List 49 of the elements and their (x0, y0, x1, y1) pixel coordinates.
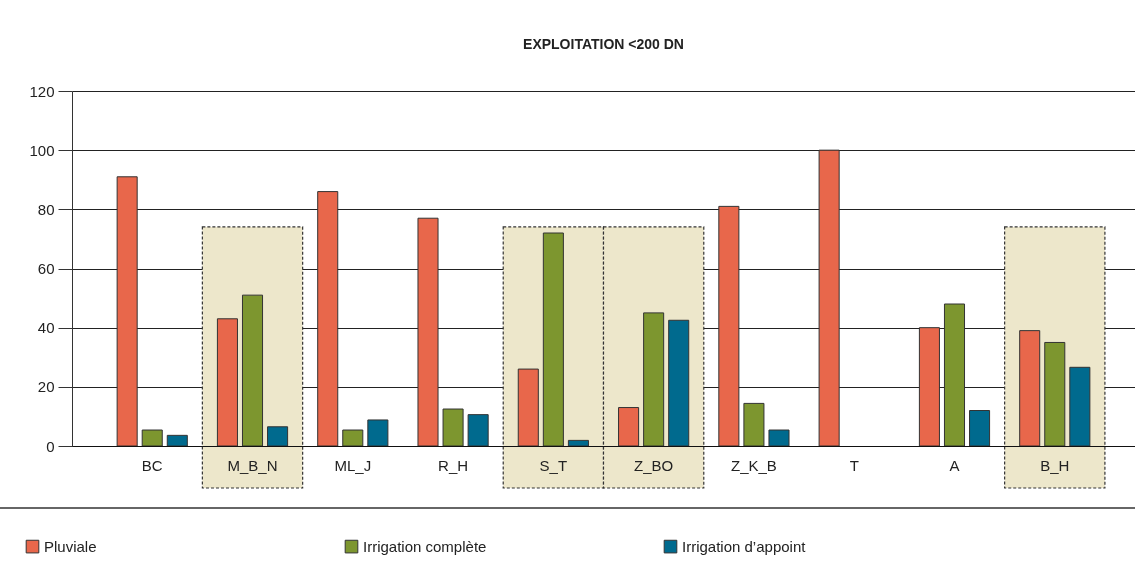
bar (216, 318, 238, 447)
bar (342, 429, 364, 447)
y-tick-label: 40 (37, 319, 55, 337)
bar (442, 408, 464, 447)
bar (116, 176, 138, 447)
x-tick-label: B_H (1040, 456, 1070, 474)
y-tick-label: 80 (37, 200, 55, 218)
y-tick-label: 60 (37, 260, 55, 277)
bar (141, 429, 163, 447)
x-tick-label: Z_BO (634, 456, 674, 474)
bar (1069, 366, 1091, 447)
bar (969, 410, 991, 447)
y-tick-label: 100 (29, 141, 55, 159)
x-tick-label: R_H (438, 456, 469, 474)
bar (768, 429, 790, 447)
bar (618, 407, 640, 447)
bar (743, 402, 765, 447)
bar (267, 426, 289, 447)
bar (317, 191, 339, 447)
x-tick-label: ML_J (334, 456, 372, 474)
bar (241, 294, 264, 447)
chart-title: EXPLOITATION <200 DN (523, 36, 684, 52)
bar (668, 319, 690, 447)
bar (517, 368, 539, 447)
y-tick-label: 0 (46, 437, 55, 455)
bar (567, 439, 589, 447)
bar (718, 205, 740, 447)
legend-label: Irrigation d’appoint (682, 537, 807, 555)
x-tick-label: M_B_N (227, 456, 278, 474)
x-tick-label: T (849, 456, 859, 474)
bar (1019, 330, 1041, 447)
y-tick-label: 20 (37, 378, 55, 396)
bar (943, 303, 966, 447)
y-tick-label: 120 (29, 82, 55, 100)
bar (643, 312, 665, 447)
bar (467, 414, 489, 447)
x-tick-label: Z_K_B (730, 456, 777, 474)
bar (417, 217, 439, 447)
bar (367, 419, 389, 447)
bar (918, 327, 940, 447)
legend-label: Irrigation complète (363, 537, 487, 555)
x-tick-label: BC (141, 456, 163, 474)
bar (818, 149, 840, 447)
x-tick-label: A (949, 456, 960, 474)
bar (166, 434, 188, 447)
x-tick-label: S_T (539, 456, 568, 474)
bar (542, 232, 564, 447)
bar (1044, 341, 1066, 447)
legend-label: Pluviale (44, 537, 97, 555)
